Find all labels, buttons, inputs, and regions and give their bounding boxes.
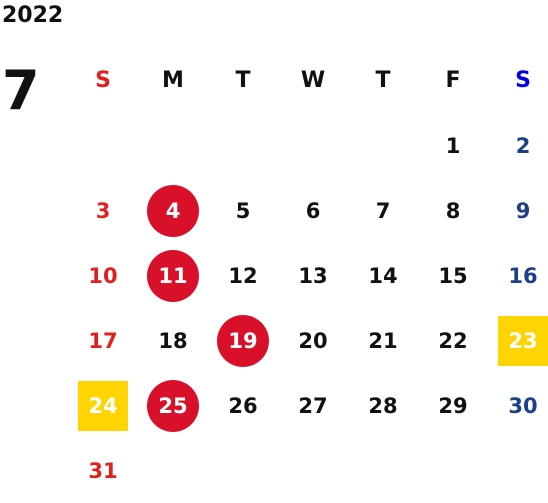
day-cell-circled: 11 (138, 243, 208, 308)
week-row: 1 2 (68, 113, 548, 178)
day-cell: 7 (348, 178, 418, 243)
day-number: 30 (508, 393, 538, 418)
week-row: 24 25 26 27 28 29 30 (68, 373, 548, 438)
day-number: 31 (88, 458, 118, 483)
day-cell: 15 (418, 243, 488, 308)
day-number: 8 (445, 198, 461, 223)
day-cell (348, 113, 418, 178)
day-cell: 27 (278, 373, 348, 438)
day-number: 14 (368, 263, 398, 288)
weekday-thursday: T (375, 68, 391, 93)
day-number: 26 (228, 393, 258, 418)
day-cell: 28 (348, 373, 418, 438)
week-row: 17 18 19 20 21 22 23 (68, 308, 548, 373)
day-cell: 16 (488, 243, 548, 308)
weekday-sunday: S (95, 68, 111, 93)
day-number: 6 (305, 198, 321, 223)
day-cell: 5 (208, 178, 278, 243)
weekday-saturday: S (515, 68, 531, 93)
week-row: 3 4 5 6 7 8 9 (68, 178, 548, 243)
day-cell-circled: 25 (138, 373, 208, 438)
day-cell: 17 (68, 308, 138, 373)
day-number: 23 (498, 315, 548, 366)
day-number: 28 (368, 393, 398, 418)
day-cell (68, 113, 138, 178)
day-cell: 29 (418, 373, 488, 438)
day-number: 4 (147, 184, 199, 237)
day-cell: 18 (138, 308, 208, 373)
day-cell (278, 113, 348, 178)
day-number: 3 (95, 198, 111, 223)
day-cell: 13 (278, 243, 348, 308)
weekday-header-row: S M T W T F S (68, 48, 548, 113)
day-cell-circled: 4 (138, 178, 208, 243)
day-number: 5 (235, 198, 251, 223)
day-number: 18 (158, 328, 188, 353)
day-number: 13 (298, 263, 328, 288)
day-number: 25 (147, 379, 199, 432)
weekday-monday: M (162, 68, 184, 93)
day-cell-circled: 19 (208, 308, 278, 373)
day-cell-highlighted: 23 (488, 308, 548, 373)
day-number: 16 (508, 263, 538, 288)
day-number: 10 (88, 263, 118, 288)
day-cell: 6 (278, 178, 348, 243)
day-cell: 1 (418, 113, 488, 178)
month-number: 7 (2, 59, 40, 122)
day-number: 19 (217, 314, 269, 367)
day-cell: 20 (278, 308, 348, 373)
day-cell: 3 (68, 178, 138, 243)
day-number: 17 (88, 328, 118, 353)
weekday-wednesday: W (300, 68, 326, 93)
week-row: 31 (68, 438, 548, 503)
day-number: 20 (298, 328, 328, 353)
day-cell: 14 (348, 243, 418, 308)
day-number: 22 (438, 328, 468, 353)
day-number: 11 (147, 249, 199, 302)
day-number: 21 (368, 328, 398, 353)
day-cell: 2 (488, 113, 548, 178)
day-number: 7 (375, 198, 391, 223)
day-cell: 10 (68, 243, 138, 308)
weekday-friday: F (445, 68, 461, 93)
day-cell: 26 (208, 373, 278, 438)
day-cell: 30 (488, 373, 548, 438)
day-number: 2 (515, 133, 531, 158)
day-cell: 21 (348, 308, 418, 373)
day-cell (138, 113, 208, 178)
day-cell: 9 (488, 178, 548, 243)
calendar-grid: S M T W T F S 1 2 3 4 5 6 7 8 9 (68, 48, 548, 503)
day-cell: 22 (418, 308, 488, 373)
day-number (217, 120, 269, 172)
day-number (77, 120, 129, 172)
day-cell (208, 113, 278, 178)
year-label: 2022 (2, 3, 64, 28)
day-cell: 31 (68, 438, 138, 503)
day-cell: 8 (418, 178, 488, 243)
day-number: 1 (445, 133, 461, 158)
day-number: 24 (78, 380, 128, 431)
day-cell-highlighted: 24 (68, 373, 138, 438)
day-number: 27 (298, 393, 328, 418)
day-number: 29 (438, 393, 468, 418)
day-number (357, 120, 409, 172)
day-number (147, 120, 199, 172)
day-number: 15 (438, 263, 468, 288)
weekday-tuesday: T (235, 68, 251, 93)
day-cell: 12 (208, 243, 278, 308)
week-row: 10 11 12 13 14 15 16 (68, 243, 548, 308)
day-number: 9 (515, 198, 531, 223)
day-number: 12 (228, 263, 258, 288)
day-number (287, 120, 339, 172)
